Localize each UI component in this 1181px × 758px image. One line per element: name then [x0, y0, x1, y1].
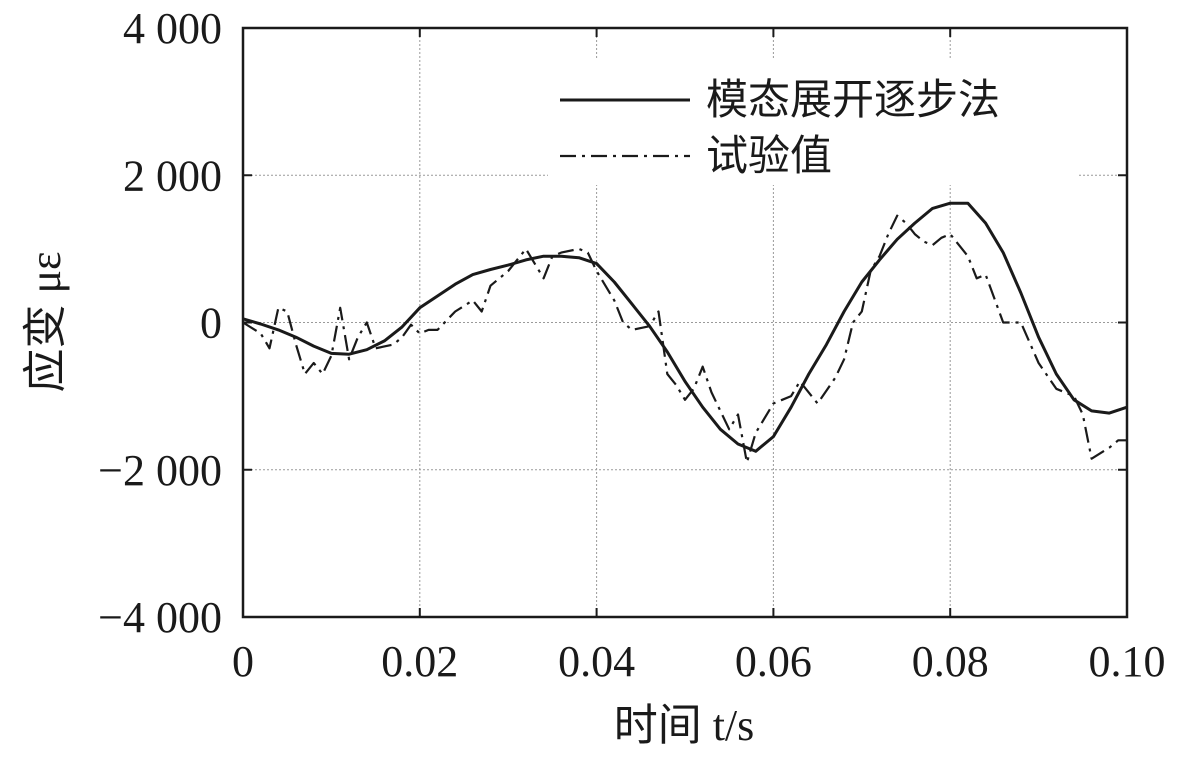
y-tick-label: −4 000	[98, 593, 222, 642]
x-tick-label: 0.02	[381, 637, 458, 686]
y-tick-label: 4 000	[123, 4, 222, 53]
legend-background	[548, 60, 1078, 185]
y-tick-label: 0	[200, 299, 222, 348]
series-line-modal-stepwise	[242, 201, 1128, 453]
x-axis-title: 时间 t/s	[614, 701, 755, 750]
x-tick-label: 0.04	[558, 637, 635, 686]
x-tick-labels: 0 0.02 0.04 0.06 0.08 0.10	[232, 637, 1166, 686]
legend-label-dashdot: 试验值	[706, 131, 832, 180]
series-layer	[242, 201, 1128, 464]
x-tick-label: 0.06	[735, 637, 812, 686]
series-line-experimental	[242, 214, 1127, 464]
y-tick-label: −2 000	[98, 446, 222, 495]
legend: 模态展开逐步法 试验值	[548, 60, 1078, 185]
y-tick-labels: −4 000 −2 000 0 2 000 4 000	[98, 4, 222, 642]
y-tick-label: 2 000	[123, 151, 222, 200]
x-tick-label: 0.08	[912, 637, 989, 686]
x-tick-label: 0.10	[1089, 637, 1166, 686]
x-tick-label: 0	[232, 637, 254, 686]
tick-marks	[242, 27, 1128, 618]
legend-label-solid: 模态展开逐步法	[706, 75, 1000, 124]
y-axis-title: 应变 με	[21, 251, 70, 392]
